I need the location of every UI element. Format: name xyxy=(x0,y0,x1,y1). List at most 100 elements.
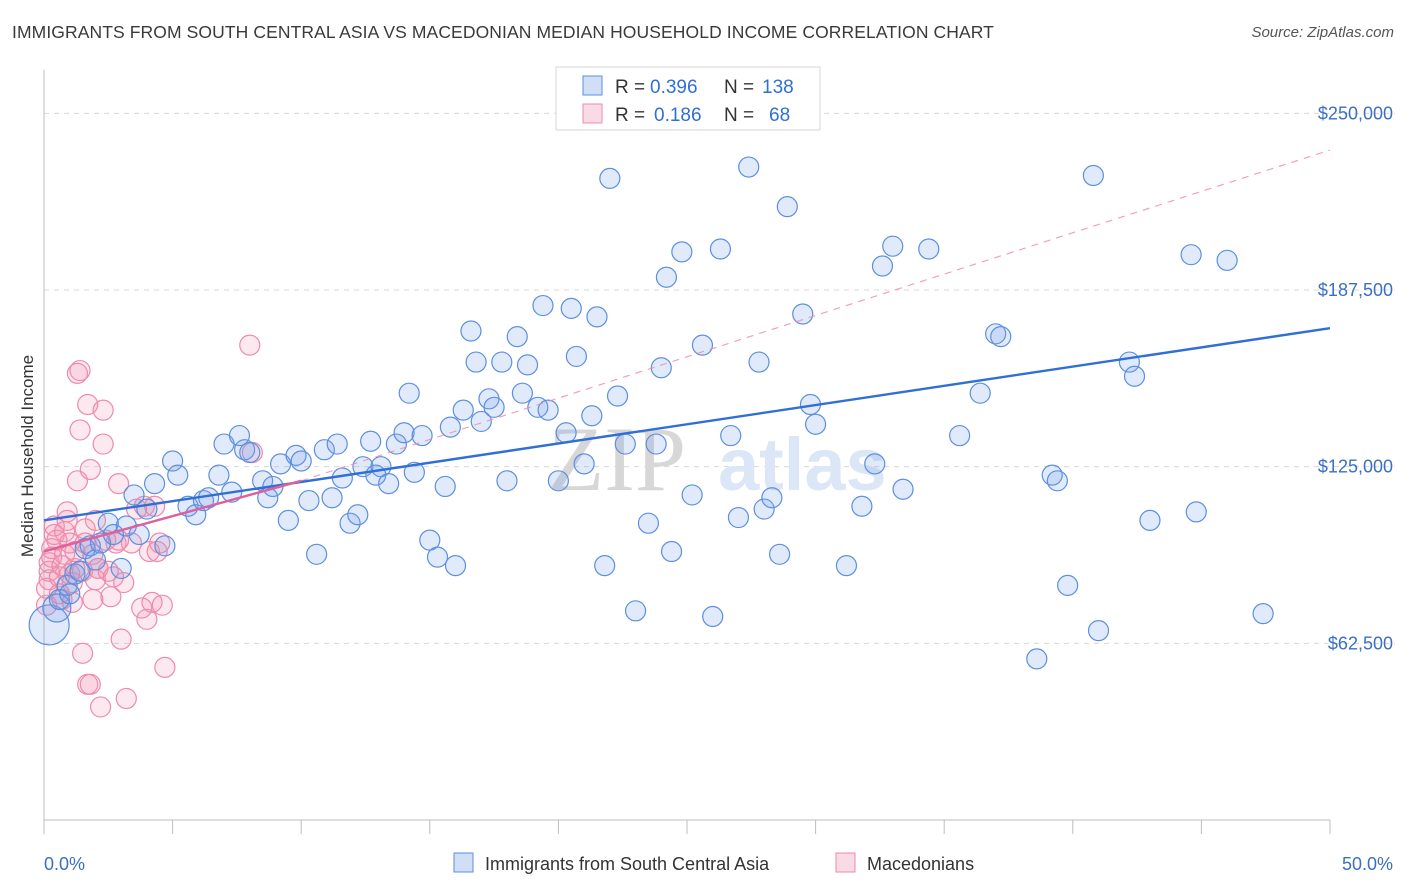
south-central-asia-point-17 xyxy=(136,498,158,520)
y-tick-labels: $62,500 $125,000 $187,500 $250,000 xyxy=(1318,103,1393,653)
legend-r-value-blue: 0.396 xyxy=(650,77,698,98)
south-central-asia-point-43 xyxy=(326,433,348,455)
macedonians-point-35 xyxy=(79,458,101,481)
macedonians-point-36 xyxy=(82,588,104,611)
south-central-asia-point-67 xyxy=(483,396,505,418)
south-central-asia-point-42 xyxy=(321,487,343,509)
south-central-asia-point-125 xyxy=(1087,620,1110,642)
south-central-asia-point-0 xyxy=(28,604,70,646)
south-central-asia-point-113 xyxy=(882,235,904,257)
south-central-asia-point-72 xyxy=(516,354,539,376)
south-central-asia-point-46 xyxy=(347,504,369,526)
south-central-asia-point-29 xyxy=(228,424,251,447)
south-central-asia-point-91 xyxy=(655,266,678,288)
south-central-asia-point-80 xyxy=(573,453,595,475)
south-central-asia-point-60 xyxy=(439,416,461,438)
south-central-asia-point-106 xyxy=(792,303,814,325)
south-central-asia-point-36 xyxy=(277,509,299,531)
macedonians-point-55 xyxy=(120,532,143,554)
south-central-asia-point-9 xyxy=(84,549,107,571)
y-axis-title: Median Household Income xyxy=(18,355,37,557)
bottom-legend-swatch-blue xyxy=(453,852,474,873)
macedonians-point-42 xyxy=(89,696,112,718)
south-central-asia-point-3 xyxy=(56,574,78,596)
macedonians-point-52 xyxy=(110,628,132,650)
watermark-atlas: atlas xyxy=(718,423,887,506)
south-central-asia-point-75 xyxy=(537,399,559,421)
y-tick-label-2: $187,500 xyxy=(1318,280,1393,300)
south-central-asia-point-41 xyxy=(313,439,335,461)
south-central-asia-point-58 xyxy=(426,546,449,568)
trend-lines xyxy=(43,149,1331,553)
macedonians-point-49 xyxy=(105,532,127,554)
macedonians-trend-line xyxy=(43,479,302,553)
south-central-asia-point-95 xyxy=(691,334,714,356)
south-central-asia-point-86 xyxy=(614,433,636,455)
south-central-asia-point-70 xyxy=(506,326,528,348)
macedonians-point-27 xyxy=(69,419,91,441)
south-central-asia-point-108 xyxy=(804,413,827,435)
macedonians-point-65 xyxy=(151,594,173,616)
south-central-asia-point-99 xyxy=(727,506,750,529)
legend-r-value-pink: 0.186 xyxy=(654,105,702,126)
macedonians-point-26 xyxy=(69,359,91,382)
legend-n-value-pink: 68 xyxy=(769,105,790,126)
south-central-asia-point-129 xyxy=(1180,244,1202,266)
south-central-asia-point-117 xyxy=(969,382,991,404)
y-tick-label-3: $250,000 xyxy=(1318,103,1393,123)
south-central-asia-point-88 xyxy=(637,512,660,534)
south-central-asia-point-128 xyxy=(1139,509,1161,531)
south-central-asia-point-38 xyxy=(290,450,312,472)
south-central-asia-point-63 xyxy=(460,320,482,342)
south-central-asia-point-111 xyxy=(864,453,886,475)
south-central-asia-point-92 xyxy=(660,540,683,563)
south-central-asia-point-104 xyxy=(768,543,791,565)
macedonians-points xyxy=(35,334,263,718)
macedonians-point-43 xyxy=(92,399,114,421)
south-central-asia-point-82 xyxy=(586,306,608,328)
south-central-asia-point-77 xyxy=(555,422,577,444)
south-central-asia-point-123 xyxy=(1057,574,1079,596)
legend-n-label-blue: N = xyxy=(724,77,754,98)
south-central-asia-point-124 xyxy=(1082,164,1104,187)
macedonians-point-59 xyxy=(136,608,158,630)
south-central-asia-point-53 xyxy=(393,422,415,444)
south-central-asia-point-116 xyxy=(949,424,971,447)
bottom-legend-swatch-pink xyxy=(835,852,856,873)
bottom-legend-label-pink: Macedonians xyxy=(867,854,974,874)
south-central-asia-point-51 xyxy=(378,473,400,495)
legend-r-label-blue: R = xyxy=(615,77,645,98)
south-central-asia-point-59 xyxy=(434,475,456,498)
legend-box: R = 0.396 N = 138 R = 0.186 N = 68 xyxy=(555,66,821,131)
south-central-asia-point-119 xyxy=(990,326,1012,348)
south-central-asia-trend-line xyxy=(43,326,1331,522)
south-central-asia-point-56 xyxy=(411,424,433,447)
chart-title: IMMIGRANTS FROM SOUTH CENTRAL ASIA VS MA… xyxy=(12,22,994,42)
south-central-asia-point-26 xyxy=(208,464,230,486)
south-central-asia-point-115 xyxy=(918,238,940,260)
macedonians-point-38 xyxy=(84,509,107,531)
south-central-asia-point-89 xyxy=(645,433,667,455)
macedonians-point-67 xyxy=(239,334,261,356)
y-tick-label-0: $62,500 xyxy=(1328,633,1393,653)
macedonians-point-21 xyxy=(61,591,83,613)
south-central-asia-point-68 xyxy=(491,351,513,373)
south-central-asia-point-85 xyxy=(606,385,629,407)
south-central-asia-point-114 xyxy=(892,478,914,500)
south-central-asia-point-45 xyxy=(339,512,361,534)
south-central-asia-point-74 xyxy=(532,294,554,317)
south-central-asia-point-54 xyxy=(398,382,420,404)
south-central-asia-point-101 xyxy=(748,351,770,373)
legend-n-value-blue: 138 xyxy=(762,77,794,98)
south-central-asia-point-19 xyxy=(154,535,176,557)
south-central-asia-point-81 xyxy=(581,405,603,427)
south-central-asia-point-48 xyxy=(360,430,382,452)
south-central-asia-point-6 xyxy=(69,560,91,582)
south-central-asia-point-71 xyxy=(511,382,533,404)
macedonians-trend-extension xyxy=(301,149,1331,482)
south-central-asia-points xyxy=(28,156,1274,670)
legend-r-label-pink: R = xyxy=(615,105,645,126)
south-central-asia-point-40 xyxy=(306,543,328,565)
south-central-asia-point-55 xyxy=(403,461,425,483)
